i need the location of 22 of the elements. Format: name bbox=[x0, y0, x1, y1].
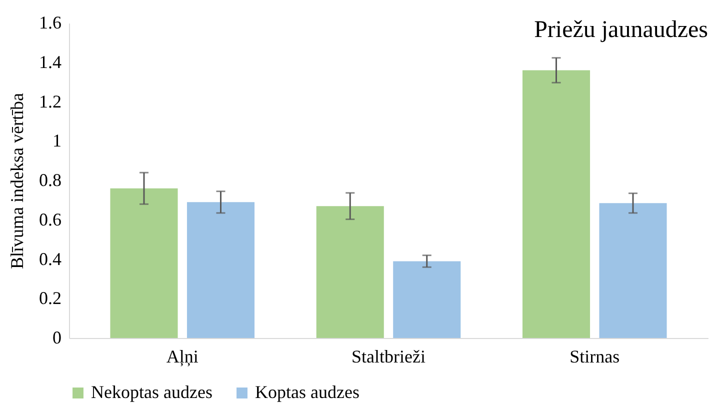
y-axis-title: Blīvuma indeksa vērtība bbox=[7, 93, 27, 269]
bar bbox=[186, 202, 255, 338]
y-tick-label: 1.4 bbox=[39, 52, 62, 72]
bar bbox=[599, 203, 667, 338]
x-tick-label: Aļņi bbox=[166, 346, 198, 366]
legend-label: Nekoptas audzes bbox=[91, 382, 212, 402]
y-tick-label: 0.4 bbox=[39, 248, 62, 269]
y-tick-label: 1 bbox=[52, 130, 62, 151]
bar bbox=[522, 70, 590, 338]
bar bbox=[393, 261, 461, 338]
bar bbox=[110, 188, 178, 338]
y-tick-label: 1.2 bbox=[39, 91, 62, 112]
chart-title: Priežu jaunaudzes bbox=[534, 17, 708, 43]
y-tick-label: 0.6 bbox=[39, 209, 62, 230]
legend-label: Koptas audzes bbox=[255, 382, 360, 402]
x-tick-label: Staltbrieži bbox=[352, 346, 426, 366]
x-tick-label: Stirnas bbox=[570, 346, 620, 366]
bar bbox=[316, 206, 384, 338]
y-tick-label: 1.6 bbox=[39, 12, 62, 32]
y-tick-label: 0 bbox=[52, 328, 62, 348]
y-tick-label: 0.8 bbox=[39, 170, 62, 190]
y-tick-label: 0.2 bbox=[39, 288, 62, 308]
